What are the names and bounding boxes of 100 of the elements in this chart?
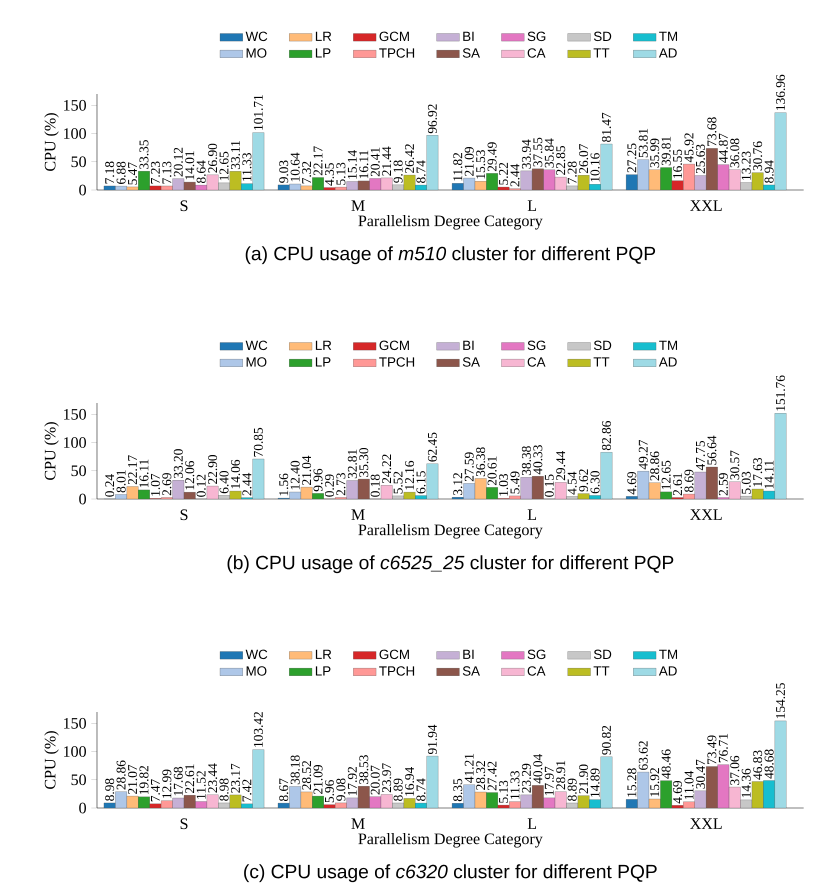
data-label: 21.04 xyxy=(302,456,312,485)
data-label: 76.71 xyxy=(718,734,728,762)
data-label: 23.97 xyxy=(382,763,392,792)
data-label: 90.82 xyxy=(602,726,612,755)
data-label: 7.18 xyxy=(105,162,114,184)
data-label: 0.15 xyxy=(544,474,554,497)
data-label: 41.21 xyxy=(464,754,474,783)
data-label: 5.13 xyxy=(336,162,346,185)
data-label: 82.86 xyxy=(602,421,612,450)
y-tick-label: 150 xyxy=(64,408,86,420)
data-label: 21.44 xyxy=(382,146,392,176)
x-tick-label: XXL xyxy=(690,509,722,520)
data-label: 33.35 xyxy=(139,140,148,169)
legend-label: LR xyxy=(316,650,332,659)
data-label: 35.84 xyxy=(544,138,554,168)
data-label: 35.30 xyxy=(359,448,368,477)
data-label: 5.22 xyxy=(499,162,508,185)
data-label: 40.33 xyxy=(533,445,542,474)
data-label: 45.92 xyxy=(684,133,694,162)
legend-label: TM xyxy=(659,340,678,350)
y-axis-title: CPU (%) xyxy=(44,422,59,480)
data-label: 15.92 xyxy=(650,768,660,796)
data-label: 4.54 xyxy=(568,472,577,495)
data-label: 28.86 xyxy=(116,760,126,790)
data-label: 20.61 xyxy=(488,456,497,486)
data-label: 5.03 xyxy=(742,472,751,494)
data-label: 22.17 xyxy=(314,146,323,176)
x-tick-label: L xyxy=(528,200,536,211)
data-label: 14.36 xyxy=(742,768,751,798)
data-label: 16.11 xyxy=(359,150,368,178)
data-label: 16.94 xyxy=(405,767,414,796)
data-label: 151.76 xyxy=(776,375,786,411)
legend-label: BI xyxy=(463,32,474,41)
data-label: 11.33 xyxy=(510,771,520,799)
data-label: 5.52 xyxy=(394,472,403,494)
data-label: 53.81 xyxy=(638,128,648,158)
data-label: 21.09 xyxy=(314,765,323,794)
data-label: 14.11 xyxy=(764,460,774,488)
data-label: 8.64 xyxy=(196,160,206,184)
data-label: 0.12 xyxy=(196,474,206,497)
data-label: 19.82 xyxy=(139,766,149,794)
data-label: 13.23 xyxy=(742,151,751,180)
data-label: 9.08 xyxy=(336,778,346,801)
legend-label: TT xyxy=(594,357,610,367)
data-label: 30.76 xyxy=(753,141,762,170)
data-label: 7.32 xyxy=(302,162,312,184)
x-axis-title: Parallelism Degree Category xyxy=(358,524,543,539)
data-label: 14.89 xyxy=(590,768,600,797)
data-label: 15.53 xyxy=(476,150,486,178)
legend-label: TPCH xyxy=(379,357,414,367)
legend-label: TPCH xyxy=(379,666,414,676)
data-label: 63.62 xyxy=(638,741,648,770)
data-label: 12.65 xyxy=(220,152,229,180)
data-label: 7.42 xyxy=(242,780,252,802)
data-label: 20.07 xyxy=(370,765,380,794)
data-label: 7.47 xyxy=(150,779,160,802)
data-label: 3.12 xyxy=(453,473,462,495)
legend-label: CA xyxy=(528,48,546,58)
data-label: 24.22 xyxy=(382,454,392,484)
y-tick-label: 0 xyxy=(79,184,86,196)
legend-label: SA xyxy=(462,666,480,676)
data-label: 8.98 xyxy=(220,778,229,801)
x-tick-label: M xyxy=(351,509,365,520)
data-label: 1.07 xyxy=(150,474,160,496)
y-tick-label: 50 xyxy=(72,465,86,476)
data-label: 33.11 xyxy=(230,141,240,170)
data-label: 47.75 xyxy=(696,440,705,470)
text: (c) CPU usage of c6320 cluster for different PQP xyxy=(244,864,657,882)
data-label: 8.94 xyxy=(764,160,774,183)
data-label: 39.81 xyxy=(662,136,671,166)
data-label: 48.46 xyxy=(662,749,671,779)
legend-label: BI xyxy=(463,340,474,350)
legend-label: LP xyxy=(316,357,330,367)
data-label: 26.07 xyxy=(579,144,588,174)
legend-label: GCM xyxy=(380,650,409,660)
data-label: 6.40 xyxy=(220,470,229,494)
data-label: 0.18 xyxy=(370,474,380,497)
legend-label: AD xyxy=(658,48,677,58)
data-label: 2.44 xyxy=(510,164,520,186)
data-label: 2.59 xyxy=(718,473,728,496)
data-label: 1.03 xyxy=(499,474,508,496)
data-label: 9.96 xyxy=(314,468,323,492)
x-tick-label: S xyxy=(180,509,188,520)
data-label: 8.89 xyxy=(394,778,403,801)
y-tick-label: 50 xyxy=(72,156,86,168)
data-label: 16.11 xyxy=(139,460,148,488)
legend-label: SG xyxy=(528,32,546,42)
data-label: 26.90 xyxy=(208,144,218,173)
data-label: 8.35 xyxy=(453,778,462,802)
x-tick-label: M xyxy=(351,200,365,211)
legend-label: SA xyxy=(462,48,480,58)
data-label: 27.42 xyxy=(488,762,497,790)
legend-label: SD xyxy=(594,32,612,42)
data-label: 103.42 xyxy=(254,712,263,747)
data-label: 21.07 xyxy=(128,764,138,794)
data-label: 28.86 xyxy=(650,452,660,481)
data-label: 29.44 xyxy=(556,450,566,480)
text: (b) CPU usage of c6525_25 cluster for different PQP xyxy=(228,555,674,574)
data-label: 33.94 xyxy=(522,139,531,169)
data-label: 49.27 xyxy=(638,440,648,470)
